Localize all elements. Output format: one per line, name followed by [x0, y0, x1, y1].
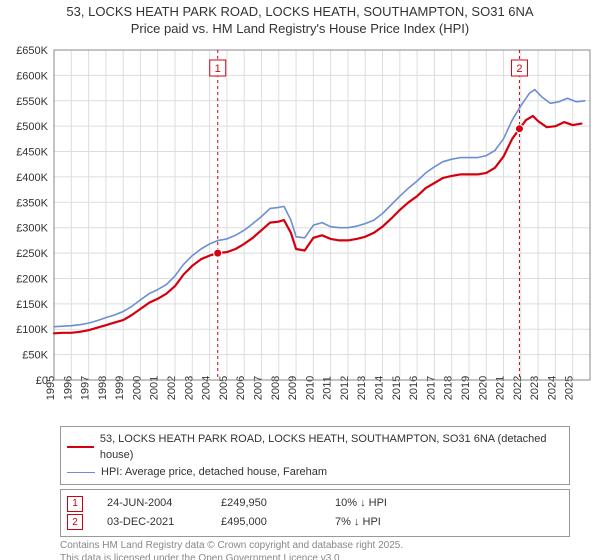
event-delta: 10% ↓ HPI — [335, 494, 425, 513]
svg-text:2: 2 — [516, 63, 522, 75]
svg-text:£650K: £650K — [16, 45, 48, 57]
svg-text:£300K: £300K — [16, 222, 48, 234]
svg-text:2016: 2016 — [408, 376, 420, 400]
legend-row: HPI: Average price, detached house, Fare… — [67, 464, 563, 481]
title-line-2: Price paid vs. HM Land Registry's House … — [131, 21, 469, 36]
svg-text:£100K: £100K — [16, 324, 48, 336]
event-price: £249,950 — [221, 494, 311, 513]
title-line-1: 53, LOCKS HEATH PARK ROAD, LOCKS HEATH, … — [66, 4, 533, 19]
event-marker: 1 — [67, 496, 83, 512]
svg-text:2000: 2000 — [131, 376, 143, 400]
svg-text:2008: 2008 — [270, 376, 282, 400]
event-price: £495,000 — [221, 513, 311, 532]
legend-row: 53, LOCKS HEATH PARK ROAD, LOCKS HEATH, … — [67, 431, 563, 464]
svg-text:2021: 2021 — [495, 376, 507, 400]
svg-text:1999: 1999 — [114, 376, 126, 400]
svg-text:£200K: £200K — [16, 273, 48, 285]
svg-text:£400K: £400K — [16, 172, 48, 184]
svg-text:2009: 2009 — [287, 376, 299, 400]
svg-text:2017: 2017 — [425, 376, 437, 400]
event-delta: 7% ↓ HPI — [335, 513, 425, 532]
legend-swatch — [67, 472, 95, 473]
svg-text:£150K: £150K — [16, 299, 48, 311]
svg-text:2019: 2019 — [460, 376, 472, 400]
svg-text:2006: 2006 — [235, 376, 247, 400]
legend-label: HPI: Average price, detached house, Fare… — [101, 464, 327, 481]
svg-text:1997: 1997 — [80, 376, 92, 400]
svg-text:2014: 2014 — [374, 376, 386, 400]
svg-text:2012: 2012 — [339, 376, 351, 400]
event-row: 2 03-DEC-2021 £495,000 7% ↓ HPI — [67, 513, 563, 532]
svg-text:£450K: £450K — [16, 146, 48, 158]
svg-text:2024: 2024 — [546, 376, 558, 400]
footer-line-1: Contains HM Land Registry data © Crown c… — [60, 540, 403, 551]
svg-text:£50K: £50K — [22, 349, 48, 361]
legend-label: 53, LOCKS HEATH PARK ROAD, LOCKS HEATH, … — [100, 431, 563, 464]
events-box: 1 24-JUN-2004 £249,950 10% ↓ HPI 2 03-DEC-202… — [60, 489, 570, 536]
legend-box: 53, LOCKS HEATH PARK ROAD, LOCKS HEATH, … — [60, 426, 570, 486]
footer-line-2: This data is licensed under the Open Gov… — [60, 553, 342, 560]
svg-text:2013: 2013 — [356, 376, 368, 400]
svg-text:2023: 2023 — [529, 376, 541, 400]
chart-area: £0£50K£100K£150K£200K£250K£300K£350K£400… — [0, 40, 600, 420]
event-date: 03-DEC-2021 — [107, 513, 197, 532]
svg-text:2020: 2020 — [477, 376, 489, 400]
svg-text:1995: 1995 — [45, 376, 57, 400]
svg-text:2018: 2018 — [443, 376, 455, 400]
chart-title: 53, LOCKS HEATH PARK ROAD, LOCKS HEATH, … — [0, 0, 600, 40]
footer-attribution: Contains HM Land Registry data © Crown c… — [60, 539, 570, 560]
svg-text:£500K: £500K — [16, 121, 48, 133]
svg-text:2001: 2001 — [149, 376, 161, 400]
svg-text:£550K: £550K — [16, 96, 48, 108]
event-marker: 2 — [67, 514, 83, 530]
svg-text:2010: 2010 — [304, 376, 316, 400]
svg-text:2004: 2004 — [201, 376, 213, 400]
legend-swatch — [67, 446, 94, 448]
svg-text:2003: 2003 — [183, 376, 195, 400]
svg-text:2025: 2025 — [564, 376, 576, 400]
svg-text:2007: 2007 — [252, 376, 264, 400]
svg-text:£600K: £600K — [16, 70, 48, 82]
event-row: 1 24-JUN-2004 £249,950 10% ↓ HPI — [67, 494, 563, 513]
svg-text:2015: 2015 — [391, 376, 403, 400]
svg-text:£350K: £350K — [16, 197, 48, 209]
line-chart-svg: £0£50K£100K£150K£200K£250K£300K£350K£400… — [0, 40, 600, 420]
svg-text:1998: 1998 — [97, 376, 109, 400]
event-date: 24-JUN-2004 — [107, 494, 197, 513]
svg-text:2005: 2005 — [218, 376, 230, 400]
svg-text:2022: 2022 — [512, 376, 524, 400]
svg-text:£250K: £250K — [16, 248, 48, 260]
svg-text:1: 1 — [215, 63, 221, 75]
svg-text:1996: 1996 — [62, 376, 74, 400]
svg-text:2002: 2002 — [166, 376, 178, 400]
